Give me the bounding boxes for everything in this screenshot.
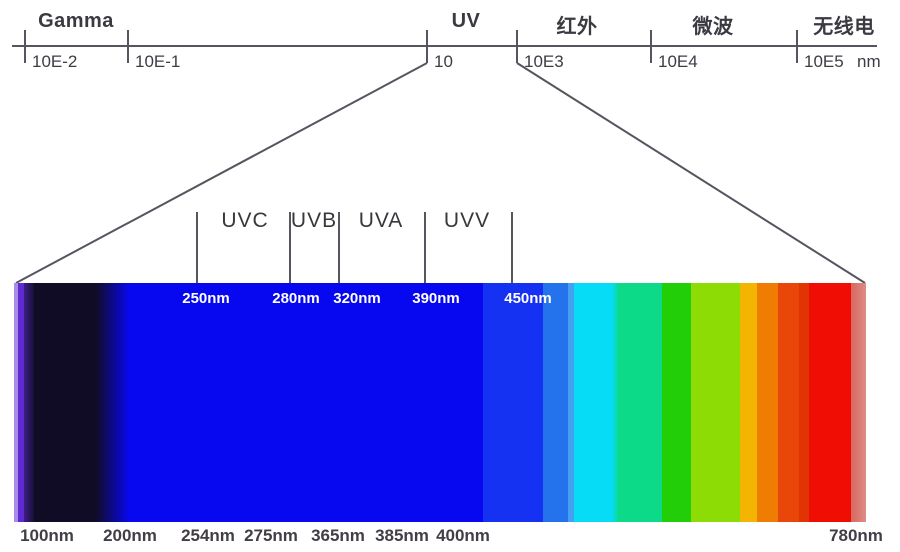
wavelength-boundary-label: 450nm <box>504 290 552 307</box>
wavelength-bottom-label: 365nm <box>311 526 365 545</box>
axis-unit-label: nm <box>857 52 881 71</box>
wavelength-bottom-label: 275nm <box>244 526 298 545</box>
spectrum-region-label: Gamma <box>38 10 114 32</box>
axis-tick-label: 10E-2 <box>32 52 78 71</box>
spectrum-color-band <box>568 283 574 522</box>
uv-band-tick <box>338 212 340 283</box>
spectrum-region-label: 红外 <box>556 16 598 38</box>
wavelength-boundary-label: 390nm <box>412 290 460 307</box>
spectrum-color-band <box>662 283 691 522</box>
spectrum-color-band <box>14 283 18 522</box>
spectrum-color-band <box>757 283 778 522</box>
spectrum-color-band <box>24 283 34 522</box>
wavelength-boundary-label: 280nm <box>272 290 320 307</box>
wavelength-bottom-label: 780nm <box>829 526 883 545</box>
axis-tick-label: 10E-1 <box>135 52 181 71</box>
connector-line-right <box>516 62 866 284</box>
visible-spectrum-bar <box>14 283 866 522</box>
spectrum-color-band <box>483 283 543 522</box>
spectrum-color-band <box>799 283 809 522</box>
wavelength-bottom-label: 400nm <box>436 526 490 545</box>
uv-band-label: UVB <box>290 209 338 232</box>
wavelength-bottom-label: 385nm <box>375 526 429 545</box>
uv-band-tick <box>424 212 426 283</box>
spectrum-color-band <box>574 283 612 522</box>
spectrum-color-band <box>851 283 866 522</box>
axis-tick-label: 10E4 <box>658 52 698 71</box>
wavelength-boundary-label: 320nm <box>333 290 381 307</box>
spectrum-color-band <box>18 283 24 522</box>
spectrum-color-band <box>96 283 128 522</box>
uv-band-tick <box>196 212 198 283</box>
wavelength-boundary-label: 250nm <box>182 290 230 307</box>
axis-tick-label: 10E5 <box>804 52 844 71</box>
axis-tick-label: 10E3 <box>524 52 564 71</box>
spectrum-region-label: 无线电 <box>813 16 875 38</box>
uv-band-label: UVV <box>443 209 491 232</box>
spectrum-color-band <box>612 283 618 522</box>
axis-tick-label: 10 <box>434 52 453 71</box>
uv-band-label: UVC <box>221 209 269 232</box>
spectrum-color-band <box>543 283 568 522</box>
uv-band-label: UVA <box>358 209 404 232</box>
spectrum-color-band <box>128 283 483 522</box>
spectrum-color-band <box>809 283 851 522</box>
spectrum-color-band <box>740 283 757 522</box>
spectrum-color-band <box>778 283 799 522</box>
spectrum-color-band <box>618 283 662 522</box>
wavelength-bottom-label: 100nm <box>20 526 74 545</box>
spectrum-color-band <box>691 283 740 522</box>
spectrum-color-band <box>34 283 96 522</box>
uv-band-tick <box>511 212 513 283</box>
spectrum-region-label: UV <box>451 10 481 32</box>
wavelength-bottom-label: 254nm <box>181 526 235 545</box>
connector-line-left <box>15 62 428 284</box>
wavelength-bottom-label: 200nm <box>103 526 157 545</box>
spectrum-region-label: 微波 <box>692 16 734 38</box>
uv-band-tick <box>289 212 291 283</box>
